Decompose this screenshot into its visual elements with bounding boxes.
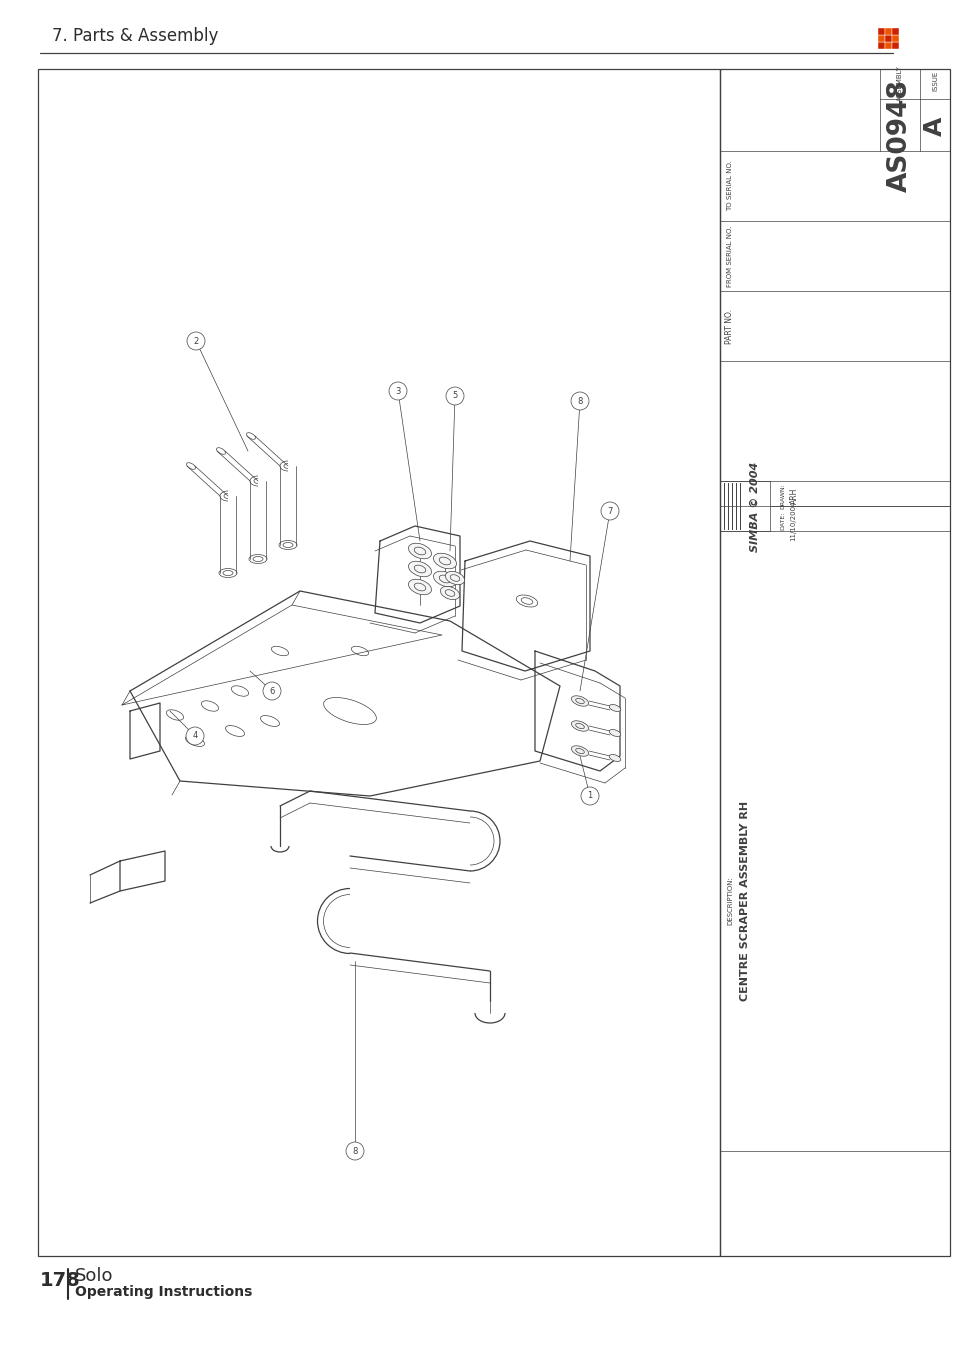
Text: 7: 7 <box>607 507 612 516</box>
Text: AS0948: AS0948 <box>886 80 912 192</box>
Text: CENTRE SCRAPER ASSEMBLY RH: CENTRE SCRAPER ASSEMBLY RH <box>740 801 749 1001</box>
Text: DATE:: DATE: <box>780 512 784 530</box>
Ellipse shape <box>440 586 459 600</box>
Ellipse shape <box>408 580 431 594</box>
Text: 11/10/2004: 11/10/2004 <box>789 501 795 542</box>
Bar <box>891 35 898 42</box>
Text: ARH: ARH <box>789 488 799 504</box>
Text: ISSUE: ISSUE <box>931 70 937 91</box>
Text: 1: 1 <box>587 792 592 801</box>
Ellipse shape <box>408 543 431 559</box>
Text: ASSEMBLY: ASSEMBLY <box>896 65 902 101</box>
Text: Solo: Solo <box>75 1267 113 1285</box>
Circle shape <box>580 788 598 805</box>
Circle shape <box>446 386 463 405</box>
Text: 5: 5 <box>452 392 457 400</box>
Bar <box>877 42 884 49</box>
Circle shape <box>346 1142 364 1161</box>
Text: 8: 8 <box>577 396 582 405</box>
Bar <box>884 35 891 42</box>
Circle shape <box>263 682 281 700</box>
Text: 7. Parts & Assembly: 7. Parts & Assembly <box>52 27 218 45</box>
Ellipse shape <box>609 730 620 736</box>
Ellipse shape <box>609 754 620 762</box>
Text: DESCRIPTION:: DESCRIPTION: <box>726 877 732 925</box>
Bar <box>38 69 720 1256</box>
Text: FROM SERIAL NO.: FROM SERIAL NO. <box>726 226 732 286</box>
Circle shape <box>571 392 588 409</box>
Bar <box>877 35 884 42</box>
Bar <box>891 28 898 35</box>
Ellipse shape <box>571 721 588 731</box>
Ellipse shape <box>609 704 620 712</box>
Text: DRAWN:: DRAWN: <box>780 484 784 509</box>
Bar <box>891 42 898 49</box>
Text: 4: 4 <box>193 731 197 740</box>
Ellipse shape <box>571 696 588 707</box>
Circle shape <box>600 503 618 520</box>
Text: 2: 2 <box>193 336 198 346</box>
Text: 8: 8 <box>352 1147 357 1155</box>
Text: PART NO.: PART NO. <box>724 308 734 343</box>
Text: SIMBA © 2004: SIMBA © 2004 <box>749 462 760 553</box>
Bar <box>720 69 949 1256</box>
Bar <box>884 28 891 35</box>
Bar <box>884 42 891 49</box>
Text: 3: 3 <box>395 386 400 396</box>
Circle shape <box>187 332 205 350</box>
Text: 178: 178 <box>40 1271 81 1290</box>
Ellipse shape <box>571 746 588 757</box>
Text: A: A <box>923 116 946 135</box>
Ellipse shape <box>445 571 464 585</box>
Text: Operating Instructions: Operating Instructions <box>75 1285 253 1300</box>
Text: TO SERIAL NO.: TO SERIAL NO. <box>726 161 732 212</box>
Bar <box>877 28 884 35</box>
Ellipse shape <box>433 571 456 586</box>
Text: 6: 6 <box>269 686 274 696</box>
Circle shape <box>186 727 204 744</box>
Ellipse shape <box>433 554 456 569</box>
Ellipse shape <box>408 561 431 577</box>
Circle shape <box>389 382 407 400</box>
